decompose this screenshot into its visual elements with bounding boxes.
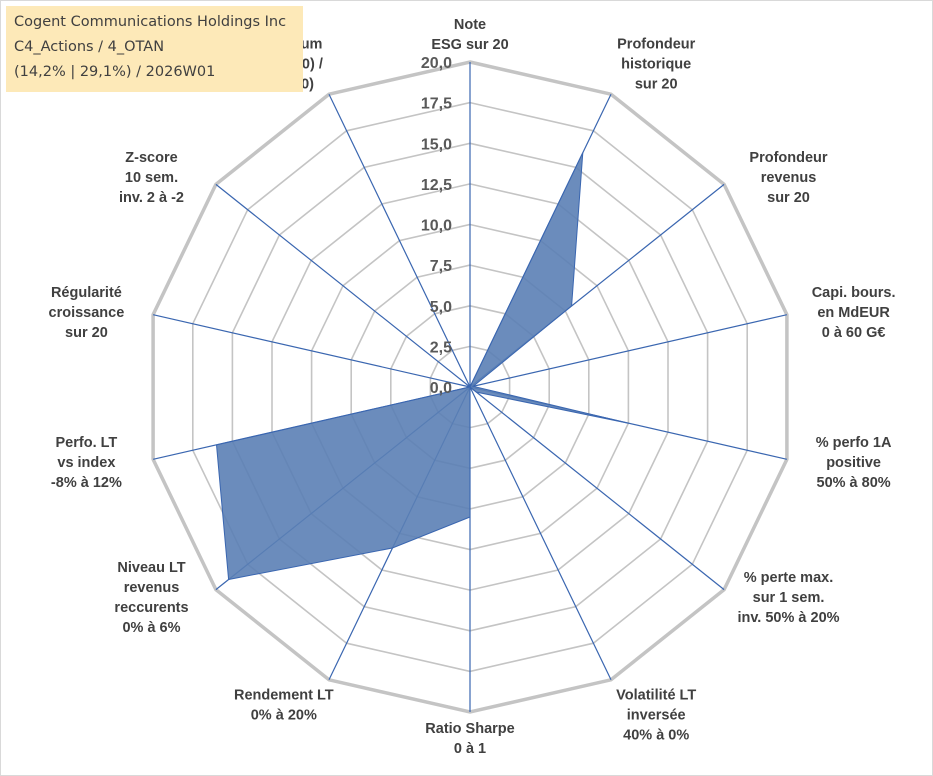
axis-label: % perfo 1A positive 50% à 80% — [816, 435, 892, 491]
axis-label-line: Capi. bours. — [812, 285, 896, 301]
axis-label: Note ESG sur 20 — [431, 17, 508, 53]
axis-label: Capi. bours. en MdEUR 0 à 60 G€ — [812, 285, 896, 341]
axis-label: Rendement LT 0% à 20% — [234, 688, 334, 724]
axis-spoke — [469, 314, 788, 388]
tick-labels: 0,0 2,5 5,0 7,5 10,0 12,5 15,0 17,5 20,0 — [421, 55, 452, 397]
info-box: Cogent Communications Holdings Inc C4_Ac… — [6, 6, 303, 92]
axis-label-line: Niveau LT — [117, 560, 185, 576]
stats-line: (14,2% | 29,1%) / 2026W01 — [14, 64, 216, 80]
axis-label-line: Profondeur — [617, 36, 695, 52]
tick-label: 2,5 — [430, 339, 452, 356]
axis-label-line: 0 à 60 G€ — [822, 325, 886, 341]
axis-label-line: inversée — [627, 708, 686, 724]
axis-labels: Note ESG sur 20 Profondeur historique sur 20… — [49, 17, 896, 757]
axis-label: Niveau LT revenus reccurents 0% à 6% — [114, 560, 188, 636]
series-area — [215, 152, 629, 581]
axis-label-line: sur 20 — [635, 76, 678, 92]
tick-label: 15,0 — [421, 136, 452, 153]
axis-spoke — [215, 183, 471, 388]
axis-label-line: Note — [454, 17, 486, 33]
axis-label-line: vs index — [57, 455, 115, 471]
axis-label-line: Profondeur — [749, 150, 827, 166]
axis-label-line: 0% à 6% — [122, 620, 180, 636]
axis-label-line: 0 à 1 — [454, 741, 486, 757]
axis-label-line: ESG sur 20 — [431, 37, 508, 53]
axis-label-line: Ratio Sharpe — [425, 721, 514, 737]
series-layer — [215, 152, 629, 581]
axis-label-line: Volatilité LT — [616, 688, 696, 704]
axis-label: Profondeur revenus sur 20 — [749, 150, 827, 206]
axis-label-line: Rendement LT — [234, 688, 334, 704]
axis-label-line: revenus — [761, 170, 817, 186]
tick-label: 7,5 — [430, 258, 452, 275]
tick-label: 17,5 — [421, 96, 452, 113]
axis-label-line: sur 20 — [767, 190, 810, 206]
tick-label: 5,0 — [430, 299, 452, 316]
tick-label: 20,0 — [421, 55, 452, 72]
tick-label: 12,5 — [421, 177, 452, 194]
axis-label-line: 50% à 80% — [817, 475, 891, 491]
tick-label: 10,0 — [421, 218, 452, 235]
axis-label-line: historique — [621, 56, 691, 72]
axis-label-line: reccurents — [114, 600, 188, 616]
axis-label-line: 0% à 20% — [251, 708, 317, 724]
axis-spoke — [328, 93, 471, 388]
axis-label-line: inv. 50% à 20% — [737, 610, 839, 626]
axis-label-line: inv. 2 à -2 — [119, 190, 184, 206]
axis-label-line: % perfo 1A — [816, 435, 892, 451]
axis-label: Z-score 10 sem. inv. 2 à -2 — [119, 150, 184, 206]
axis-label: % perte max. sur 1 sem. inv. 50% à 20% — [737, 570, 839, 626]
axis-label: Profondeur historique sur 20 — [617, 36, 695, 92]
axis-label-line: -8% à 12% — [51, 475, 122, 491]
axis-label-line: en MdEUR — [817, 305, 890, 321]
axis-label: Ratio Sharpe 0 à 1 — [425, 721, 514, 757]
company-name: Cogent Communications Holdings Inc — [14, 14, 287, 30]
axis-label: Perfo. LT vs index -8% à 12% — [51, 435, 122, 491]
axis-label-line: Perfo. LT — [56, 435, 118, 451]
axis-label: Régularité croissance sur 20 — [49, 285, 125, 341]
axis-label-line: croissance — [49, 305, 125, 321]
axis-label-line: positive — [826, 455, 881, 471]
axis-label-line: revenus — [124, 580, 180, 596]
axis-spoke — [469, 386, 725, 591]
axis-spoke — [152, 314, 471, 388]
axis-label-line: Z-score — [125, 150, 177, 166]
tick-label: 0,0 — [430, 380, 452, 397]
axis-label-line: Régularité — [51, 285, 122, 301]
axis-label-line: % perte max. — [744, 570, 833, 586]
category-line: C4_Actions / 4_OTAN — [14, 39, 165, 55]
axis-spoke — [469, 386, 612, 681]
axis-label-line: sur 1 sem. — [753, 590, 825, 606]
axis-label-line: 40% à 0% — [623, 728, 689, 744]
axis-label-line: sur 20 — [65, 325, 108, 341]
axis-label-line: 10 sem. — [125, 170, 178, 186]
axis-label: Volatilité LT inversée 40% à 0% — [616, 688, 696, 744]
